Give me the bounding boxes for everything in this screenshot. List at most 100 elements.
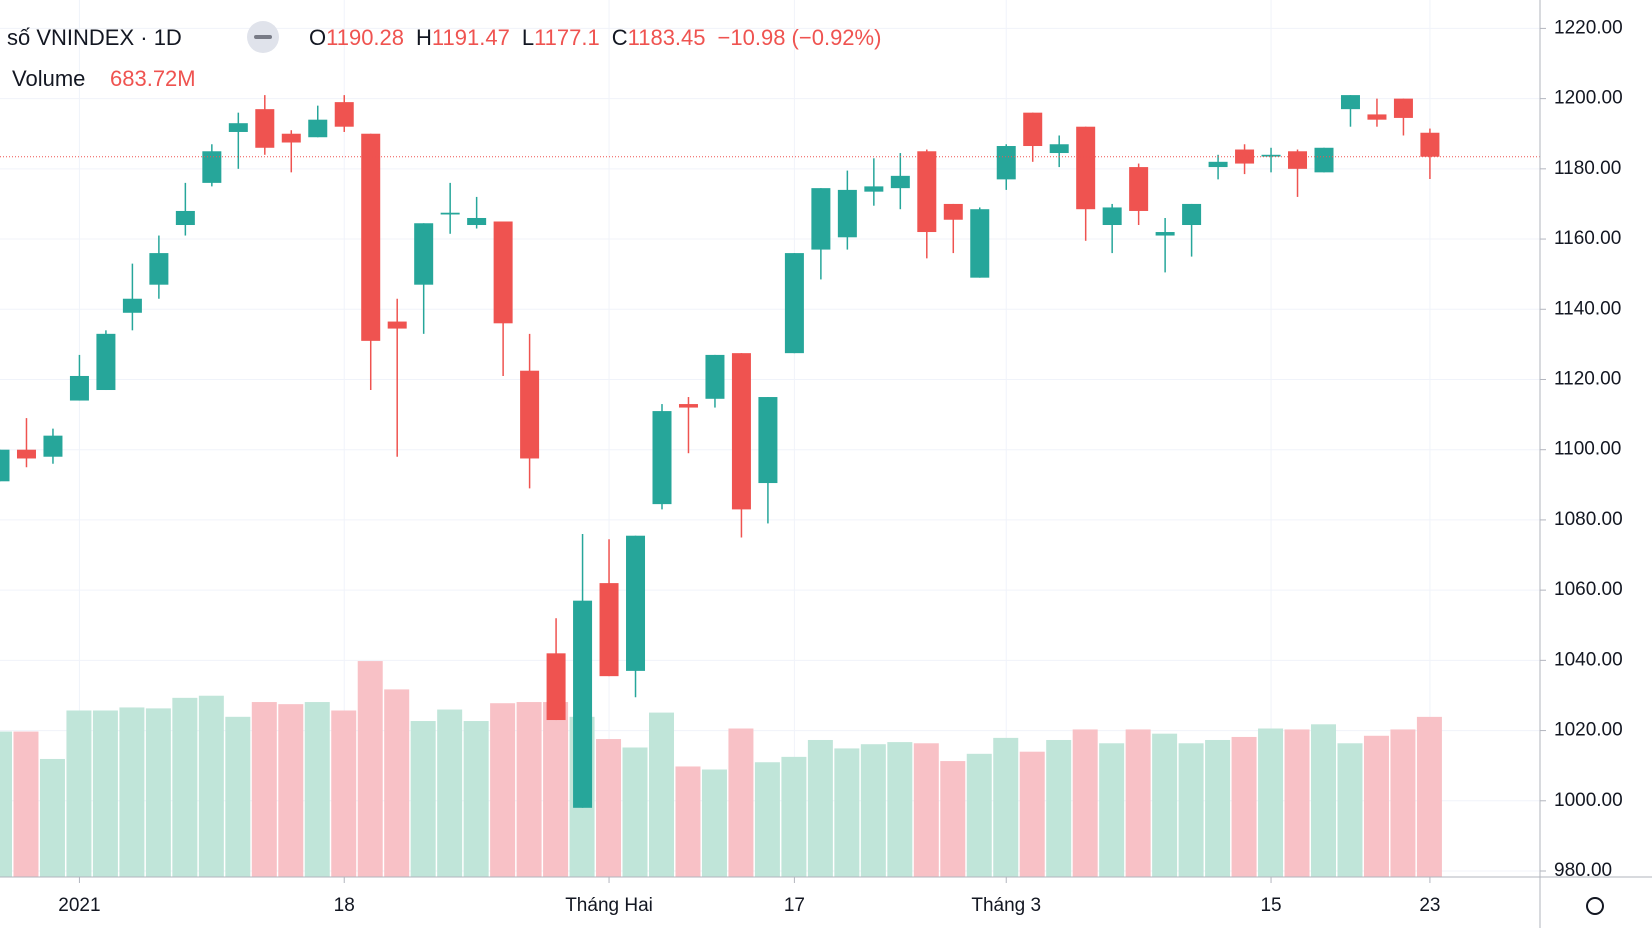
volume-bar [1046, 739, 1072, 877]
candle-body [864, 186, 884, 192]
candle-body [599, 583, 619, 677]
volume-bar [66, 710, 92, 877]
y-tick-label: 1000.00 [1554, 790, 1623, 811]
change: −10.98 (−0.92%) [718, 25, 882, 50]
volume-bar [516, 702, 542, 877]
volume-bar [1363, 735, 1389, 877]
volume-bar [145, 708, 171, 877]
volume-bar [0, 731, 12, 877]
y-tick-label: 1080.00 [1554, 509, 1623, 530]
candle-body [1340, 95, 1360, 110]
symbol: i số VNINDEX · 1D [0, 25, 182, 50]
candle-body [1420, 132, 1440, 157]
volume-bar [463, 721, 489, 877]
volume-bar [940, 761, 966, 877]
volume-name: Volume [12, 66, 85, 91]
candle-body [0, 449, 10, 482]
volume-bar [410, 721, 436, 877]
candle-body [122, 298, 142, 313]
volume-bar [781, 756, 807, 877]
y-tick-label: 1220.00 [1554, 17, 1623, 38]
candle-body [361, 133, 381, 341]
low-value: 1177.1 [534, 25, 600, 50]
y-tick-label: 1140.00 [1554, 298, 1621, 319]
volume-bar [754, 762, 780, 877]
volume-bar [701, 769, 727, 877]
gear [1586, 897, 1604, 915]
volume-bar [1284, 729, 1310, 877]
volume-bar [304, 702, 330, 877]
volume-bar [119, 707, 145, 877]
candle-body [202, 151, 222, 183]
candle-body [758, 397, 778, 484]
candle-body [1208, 161, 1228, 168]
low-label: L [522, 25, 534, 50]
candle-body [520, 370, 540, 459]
volume-bar [1205, 739, 1231, 877]
y-tick-label: 1040.00 [1554, 649, 1623, 670]
ohlc: O1190.28 H1191.47 L1177.1 C1183.45 −10.98 (−… [309, 25, 881, 50]
y-tick-label: 1180.00 [1554, 158, 1621, 179]
candle-body [69, 375, 89, 401]
volume-bar [807, 739, 833, 877]
candle-body [467, 217, 487, 226]
candle-body [387, 321, 407, 329]
y-tick-label: 1200.00 [1554, 88, 1623, 109]
open-label: O [309, 25, 326, 50]
high-label: H [416, 25, 432, 50]
volume-bar [860, 744, 886, 877]
candle-body [626, 535, 646, 671]
candle-body [493, 221, 513, 324]
candle-body [1102, 207, 1122, 226]
volume-bar [675, 766, 701, 877]
volume-bar [1390, 729, 1416, 877]
close-label: C [612, 25, 628, 50]
volume-pane [0, 661, 1442, 877]
candle-body [1288, 151, 1308, 169]
candle-body [837, 189, 857, 238]
candle-body [917, 151, 937, 233]
volume-bar [1178, 743, 1204, 877]
volume-bar [887, 742, 913, 877]
volume-bar [13, 731, 39, 877]
y-tick-label: 1160.00 [1554, 228, 1621, 249]
candle-body [890, 175, 910, 189]
candle-body [281, 133, 301, 143]
close-value: 1183.45 [628, 25, 706, 50]
candle-body [228, 123, 248, 132]
y-tick-label: 1120.00 [1554, 368, 1621, 389]
candle-body [1314, 147, 1334, 173]
volume-bar [437, 709, 463, 877]
y-tick-label: 1020.00 [1554, 720, 1623, 741]
candle-body [1076, 126, 1096, 210]
volume-bar [1416, 716, 1442, 877]
candle-body [546, 653, 566, 721]
volume-bar [913, 743, 939, 877]
x-tick-label: 15 [1260, 895, 1281, 916]
candle-body [705, 354, 725, 399]
volume-bar [1231, 736, 1257, 877]
candle-body [943, 203, 963, 220]
candle-body [784, 253, 804, 354]
volume-bar [1258, 728, 1284, 877]
candle-body [652, 411, 672, 505]
candle-body [43, 435, 63, 457]
candles [0, 95, 1540, 808]
candle-body [414, 223, 434, 285]
candle-body [96, 333, 116, 391]
volume-bar [1072, 729, 1098, 877]
volume-bar [198, 695, 224, 877]
volume-bar [1152, 733, 1178, 877]
candle-body [1261, 154, 1281, 157]
volume-bar [331, 710, 357, 877]
volume-bar [993, 737, 1019, 877]
hide-icon [254, 35, 272, 39]
x-tick-label: 2021 [58, 895, 100, 916]
volume-bar [966, 753, 992, 877]
candle-body [149, 253, 169, 285]
volume-bar [834, 748, 860, 877]
settings-icon[interactable] [1586, 897, 1604, 915]
x-tick-label: 18 [334, 895, 355, 916]
